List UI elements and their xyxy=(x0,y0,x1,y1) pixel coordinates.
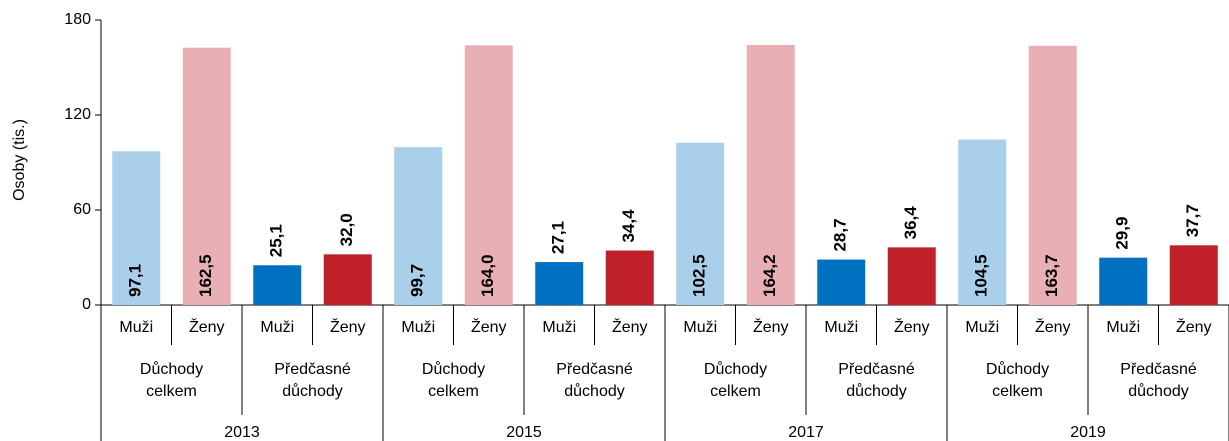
bar xyxy=(746,45,795,306)
y-tick-label: 120 xyxy=(64,106,91,123)
value-label: 163,7 xyxy=(1042,254,1061,297)
year-label: 2017 xyxy=(788,424,824,441)
x-tick-label: Ženy xyxy=(330,317,366,336)
group-label: Důchody celkem xyxy=(140,360,203,400)
bar xyxy=(182,47,231,305)
value-label: 27,1 xyxy=(549,221,568,254)
bar xyxy=(676,142,725,305)
bar xyxy=(887,247,936,305)
value-label: 29,9 xyxy=(1113,217,1132,250)
x-tick-label: Ženy xyxy=(471,317,507,336)
group-label: Předčasné důchody xyxy=(556,361,633,400)
value-label: 36,4 xyxy=(901,206,920,240)
group-label: Důchody celkem xyxy=(422,360,485,400)
value-label: 102,5 xyxy=(690,254,709,297)
bar xyxy=(1028,45,1077,305)
x-tick-label: Muži xyxy=(260,319,294,336)
value-label: 104,5 xyxy=(972,254,991,297)
bar xyxy=(1169,245,1218,305)
y-tick-label: 0 xyxy=(82,296,91,313)
bar xyxy=(464,45,513,305)
x-tick-label: Ženy xyxy=(612,317,648,336)
x-tick-label: Muži xyxy=(824,319,858,336)
value-label: 32,0 xyxy=(337,213,356,246)
year-label: 2015 xyxy=(506,424,542,441)
x-tick-label: Muži xyxy=(119,319,153,336)
bar xyxy=(958,139,1007,305)
x-tick-label: Muži xyxy=(542,319,576,336)
x-tick-label: Muži xyxy=(965,319,999,336)
group-label: Důchody celkem xyxy=(986,360,1049,400)
bar xyxy=(1099,257,1148,305)
value-label: 164,0 xyxy=(478,254,497,297)
x-tick-label: Ženy xyxy=(894,317,930,336)
bar xyxy=(817,259,866,305)
bar xyxy=(112,151,161,305)
value-label: 164,2 xyxy=(760,254,779,297)
bar xyxy=(605,250,654,305)
value-label: 99,7 xyxy=(408,264,427,297)
group-label: Důchody celkem xyxy=(704,360,767,400)
x-tick-label: Ženy xyxy=(1176,317,1212,336)
bar xyxy=(253,265,302,305)
y-tick-label: 60 xyxy=(73,201,91,218)
value-label: 34,4 xyxy=(619,209,638,243)
bar xyxy=(394,147,443,305)
value-label: 25,1 xyxy=(267,224,286,257)
bar xyxy=(323,254,372,305)
group-label: Předčasné důchody xyxy=(1120,361,1197,400)
value-label: 37,7 xyxy=(1183,204,1202,237)
value-label: 28,7 xyxy=(831,218,850,251)
x-tick-label: Ženy xyxy=(1035,317,1071,336)
y-tick-label: 180 xyxy=(64,11,91,28)
year-label: 2013 xyxy=(224,424,260,441)
year-label: 2019 xyxy=(1070,424,1106,441)
value-label: 162,5 xyxy=(196,254,215,297)
x-tick-label: Ženy xyxy=(189,317,225,336)
x-tick-label: Muži xyxy=(683,319,717,336)
x-tick-label: Muži xyxy=(1106,319,1140,336)
value-label: 97,1 xyxy=(126,264,145,297)
x-tick-label: Muži xyxy=(401,319,435,336)
y-axis-label: Osoby (tis.) xyxy=(11,119,28,201)
x-tick-label: Ženy xyxy=(753,317,789,336)
group-label: Předčasné důchody xyxy=(274,361,351,400)
group-label: Předčasné důchody xyxy=(838,361,915,400)
bar xyxy=(535,262,584,305)
